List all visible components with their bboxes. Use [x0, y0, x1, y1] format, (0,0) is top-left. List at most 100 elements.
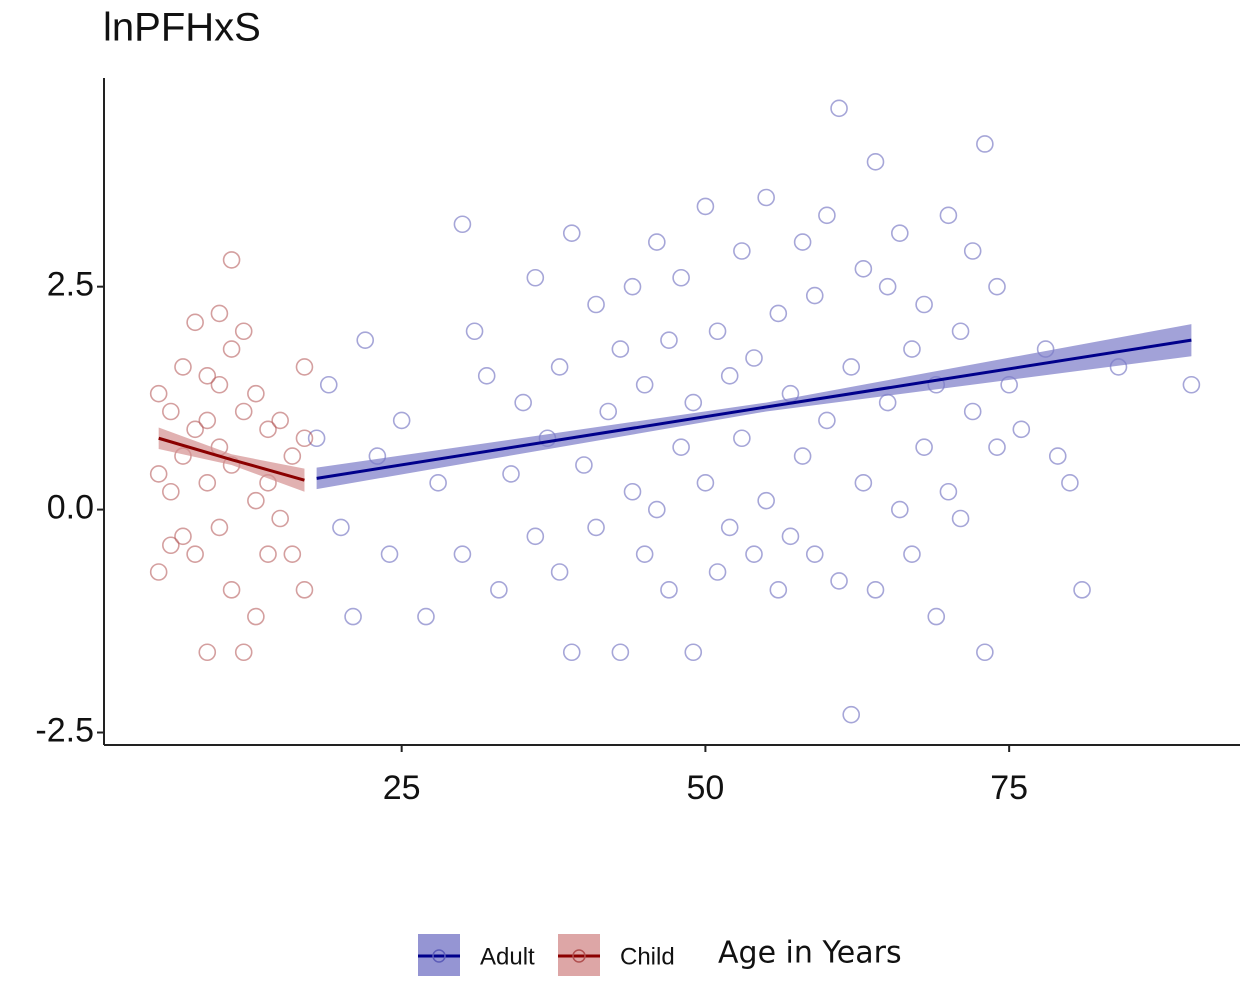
- point: [672, 268, 690, 287]
- legend-key-point: [432, 949, 446, 963]
- point: [757, 188, 775, 207]
- point: [951, 509, 970, 528]
- point: [939, 206, 958, 225]
- point: [210, 304, 229, 323]
- point: [854, 474, 873, 492]
- point: [186, 313, 204, 332]
- point: [769, 581, 788, 599]
- point: [927, 607, 946, 626]
- point: [891, 500, 909, 519]
- point: [247, 607, 265, 626]
- point: [222, 340, 241, 358]
- point: [344, 607, 362, 626]
- legend-label: Adult: [480, 943, 535, 970]
- x-tick-label: 50: [686, 769, 724, 807]
- point: [988, 277, 1006, 296]
- point: [696, 197, 715, 216]
- point: [149, 384, 168, 403]
- point: [599, 402, 618, 421]
- point: [976, 643, 994, 662]
- point: [903, 545, 921, 563]
- point: [720, 367, 739, 385]
- point: [271, 411, 289, 430]
- point: [1182, 375, 1201, 394]
- point: [781, 527, 800, 546]
- point: [198, 411, 217, 430]
- point: [672, 438, 690, 456]
- point: [611, 340, 630, 358]
- point: [793, 233, 812, 251]
- point: [854, 260, 873, 278]
- point: [842, 705, 861, 724]
- point: [210, 518, 229, 537]
- point: [465, 322, 484, 341]
- point: [805, 545, 824, 563]
- point: [575, 456, 593, 474]
- point: [963, 242, 982, 260]
- point: [307, 429, 326, 448]
- point: [684, 393, 703, 412]
- point: [1012, 420, 1031, 439]
- point: [283, 447, 302, 465]
- point: [234, 643, 253, 662]
- point: [162, 536, 180, 555]
- point: [951, 322, 970, 341]
- point: [623, 482, 642, 501]
- point: [477, 367, 496, 385]
- point: [635, 375, 654, 394]
- point: [453, 215, 472, 234]
- point: [939, 482, 958, 501]
- point: [295, 358, 314, 376]
- point: [162, 482, 180, 501]
- point: [234, 402, 253, 421]
- y-tick-label: 0.0: [47, 489, 94, 527]
- y-tick-label: 2.5: [47, 266, 94, 304]
- point: [417, 607, 435, 626]
- point: [198, 643, 217, 662]
- point: [429, 474, 447, 492]
- point: [635, 545, 654, 563]
- legend-label: Child: [620, 943, 675, 970]
- point: [708, 322, 727, 341]
- point: [648, 500, 666, 519]
- fit-line: [158, 436, 305, 482]
- point: [708, 563, 727, 581]
- confidence-band: [316, 324, 1192, 490]
- point: [915, 295, 933, 314]
- fit-line: [316, 338, 1192, 480]
- point: [186, 420, 204, 439]
- point: [222, 581, 241, 599]
- point: [818, 206, 836, 225]
- point: [587, 518, 605, 537]
- point: [174, 527, 192, 546]
- point: [830, 572, 848, 590]
- point: [526, 527, 545, 546]
- point: [356, 331, 375, 349]
- point: [490, 581, 508, 599]
- point: [623, 277, 642, 296]
- point: [392, 411, 411, 430]
- point: [660, 581, 678, 599]
- point: [745, 349, 763, 367]
- point: [769, 304, 788, 323]
- point: [988, 438, 1006, 456]
- point: [696, 474, 715, 492]
- point: [611, 643, 630, 662]
- point: [259, 545, 277, 563]
- point: [174, 358, 192, 376]
- point: [1073, 581, 1091, 599]
- point: [453, 545, 472, 563]
- point: [162, 402, 180, 421]
- point: [247, 384, 265, 403]
- point: [745, 545, 763, 563]
- point: [878, 277, 897, 296]
- point: [1048, 447, 1067, 465]
- point: [198, 367, 217, 385]
- point: [866, 153, 885, 171]
- x-tick-label: 75: [990, 769, 1028, 807]
- point: [149, 465, 168, 483]
- point: [295, 581, 314, 599]
- y-tick-label: -2.5: [35, 712, 94, 750]
- point: [186, 545, 204, 563]
